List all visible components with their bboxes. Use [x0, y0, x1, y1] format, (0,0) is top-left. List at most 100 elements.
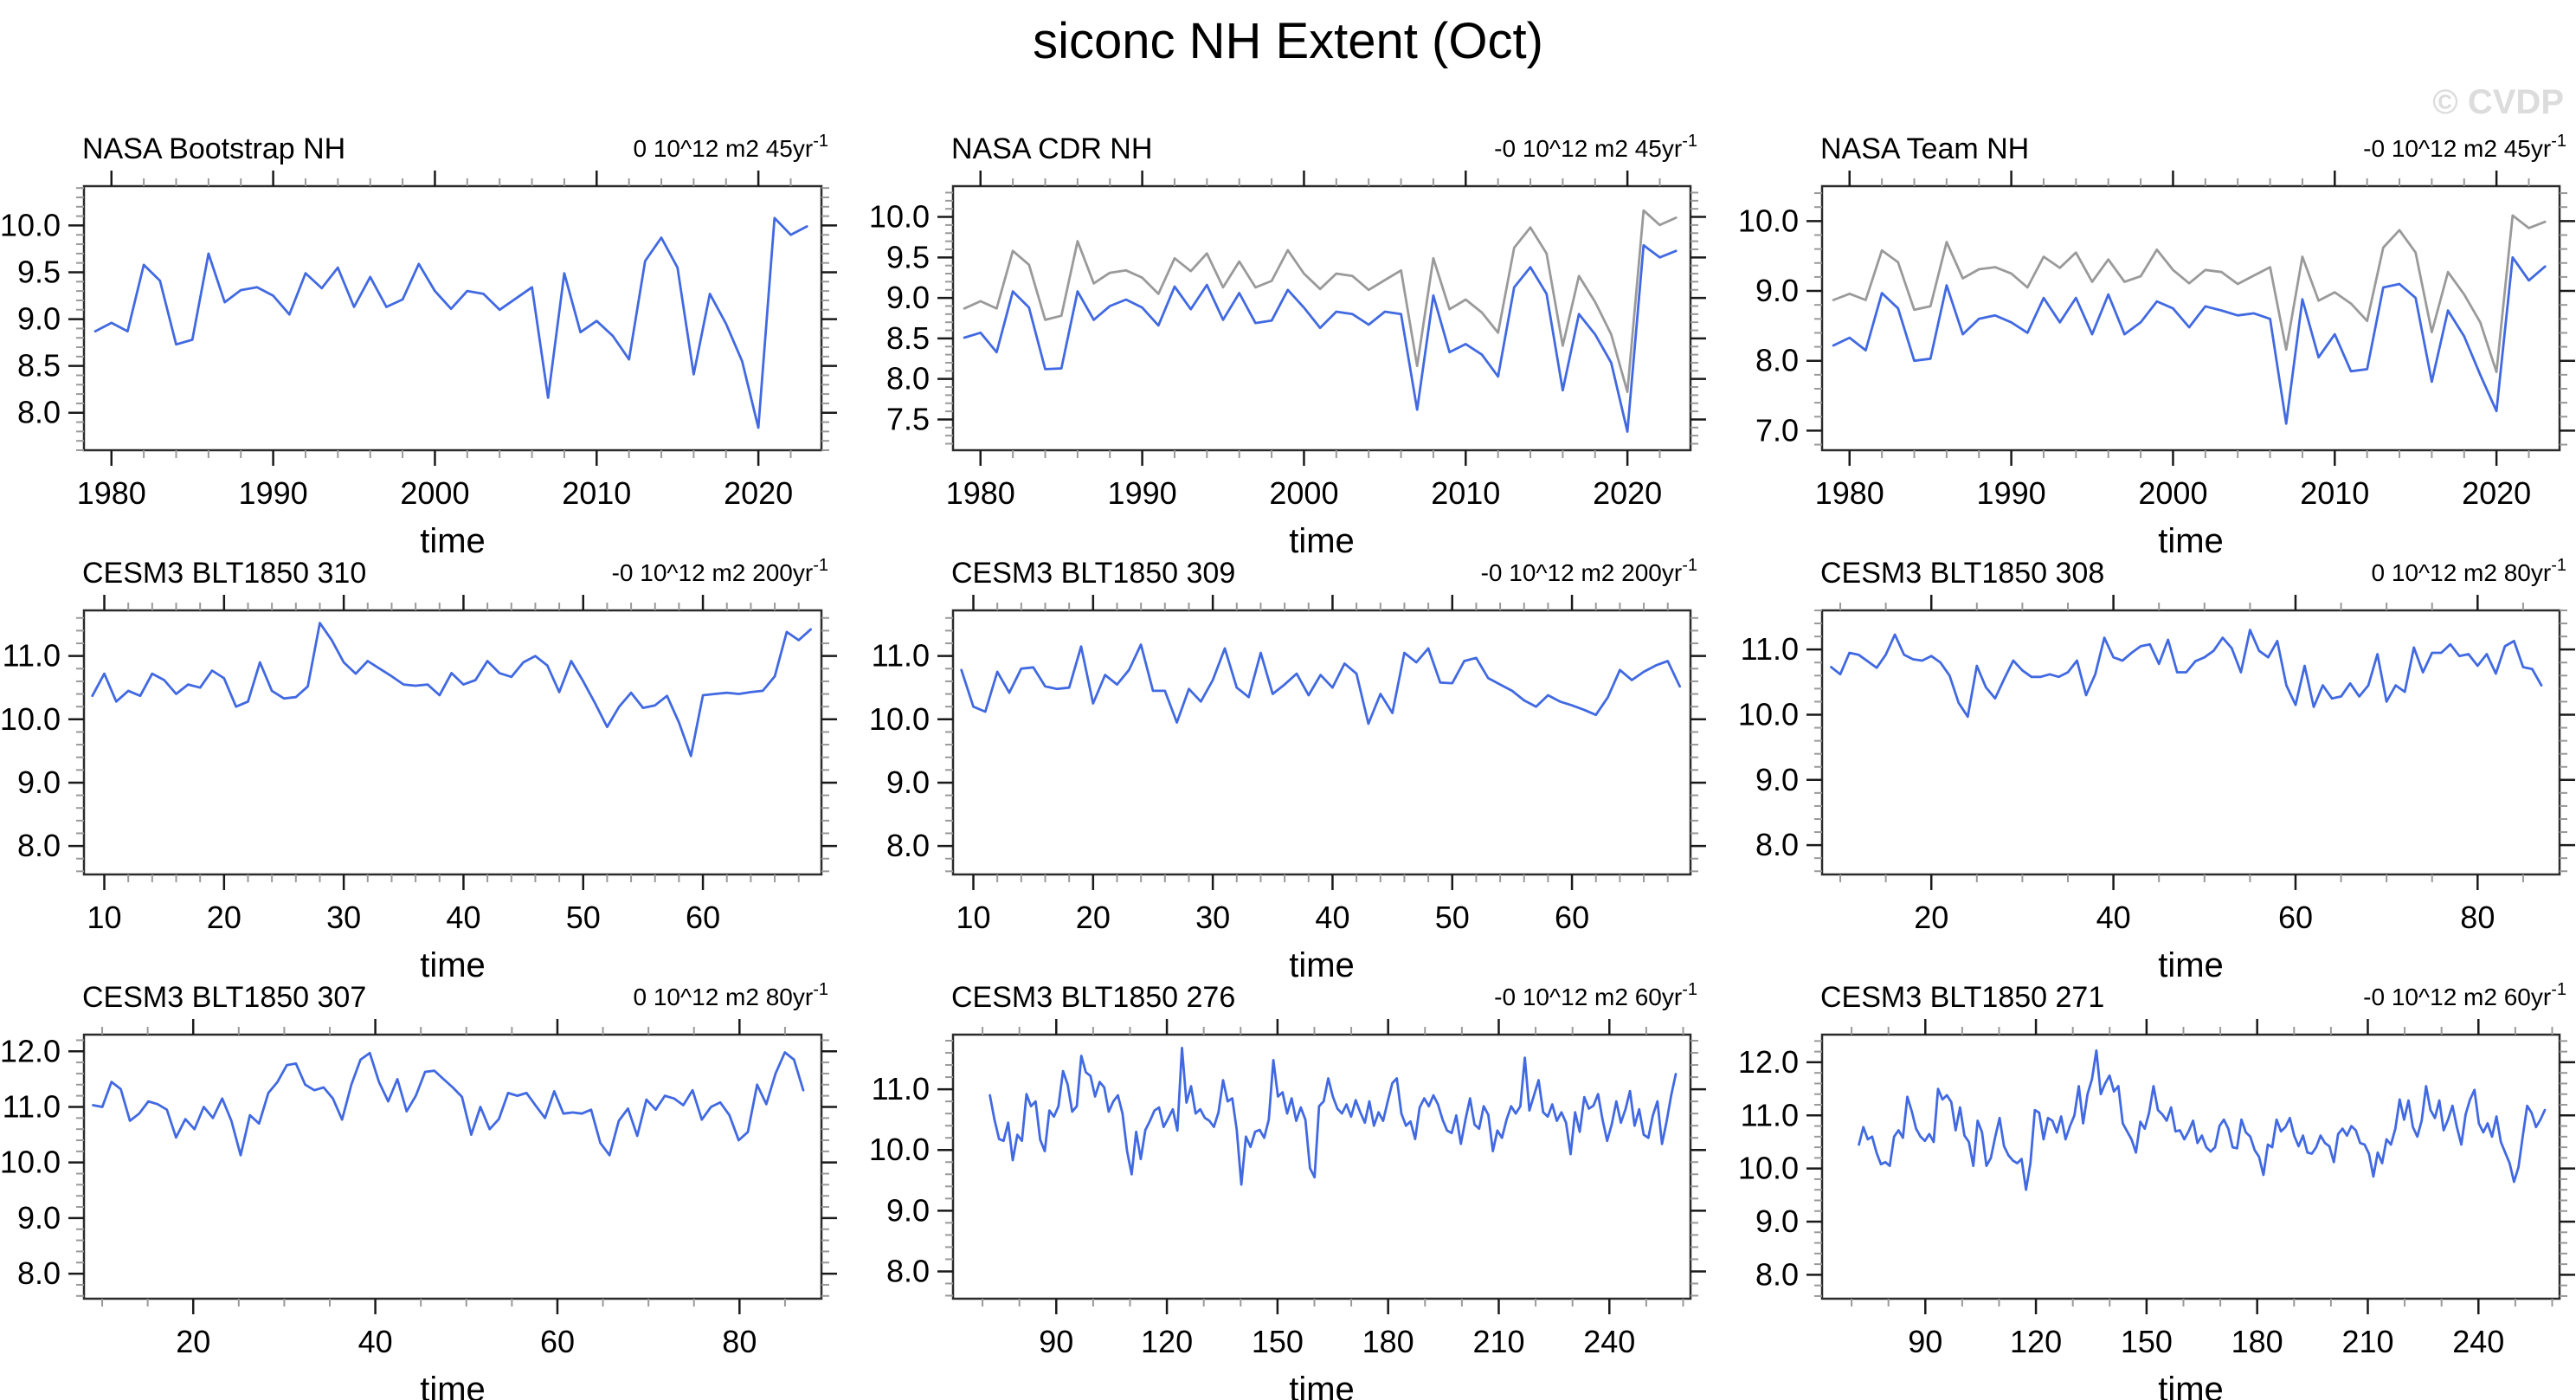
x-tick-label: 10 — [956, 900, 990, 935]
trend-annotation: -0 10^12 m2 200yr-1 — [612, 556, 828, 586]
x-tick-label: 180 — [2231, 1324, 2283, 1359]
trend-annotation: 0 10^12 m2 80yr-1 — [634, 980, 829, 1010]
x-tick-label: 2000 — [400, 475, 469, 511]
x-tick-label: 20 — [207, 900, 242, 935]
trend-annotation: -0 10^12 m2 45yr-1 — [2363, 132, 2566, 162]
x-tick-label: 120 — [1141, 1324, 1193, 1359]
data-line-blue — [989, 1047, 1678, 1186]
trend-annotation: 0 10^12 m2 45yr-1 — [634, 132, 829, 162]
y-tick-label: 9.0 — [17, 1200, 61, 1235]
panel-title: CESM3 BLT1850 307 — [82, 981, 366, 1014]
trend-annotation: 0 10^12 m2 80yr-1 — [2372, 556, 2567, 586]
plot-box — [1820, 1033, 2561, 1300]
x-tick-label: 1990 — [1108, 475, 1177, 511]
x-tick-label: 20 — [176, 1324, 210, 1359]
x-tick-label: 2020 — [724, 475, 793, 511]
x-axis-label: time — [420, 1371, 486, 1400]
x-tick-label: 2020 — [1593, 475, 1662, 511]
plot-box — [1820, 609, 2561, 876]
x-axis-label: time — [1289, 946, 1355, 984]
data-line-gray — [1832, 214, 2547, 374]
y-tick-label: 11.0 — [3, 638, 61, 674]
x-tick-label: 150 — [2121, 1324, 2173, 1359]
plot-box — [951, 609, 1692, 876]
y-tick-label: 9.5 — [886, 239, 930, 274]
x-tick-label: 150 — [1252, 1324, 1304, 1359]
y-tick-label: 8.5 — [17, 348, 61, 384]
y-tick-label: 8.0 — [1755, 343, 1799, 378]
y-tick-label: 9.0 — [17, 301, 61, 337]
data-line-blue — [960, 643, 1681, 726]
panel-title: CESM3 BLT1850 308 — [1820, 557, 2104, 590]
plot-box — [82, 184, 823, 452]
x-tick-label: 40 — [1315, 900, 1349, 935]
x-tick-label: 2000 — [1269, 475, 1338, 511]
x-tick-label: 180 — [1362, 1324, 1414, 1359]
x-tick-label: 60 — [2278, 900, 2313, 935]
y-tick-label: 11.0 — [1741, 631, 1799, 667]
x-tick-label: 2010 — [2300, 475, 2369, 511]
x-tick-label: 240 — [1583, 1324, 1635, 1359]
y-tick-label: 10.0 — [0, 1145, 61, 1180]
x-axis-label: time — [1289, 1371, 1355, 1400]
y-tick-label: 9.5 — [17, 255, 61, 290]
y-tick-label: 10.0 — [869, 701, 930, 737]
x-tick-label: 60 — [686, 900, 720, 935]
y-tick-label: 11.0 — [1741, 1097, 1799, 1132]
x-tick-label: 20 — [1914, 900, 1948, 935]
y-tick-label: 12.0 — [0, 1033, 61, 1068]
trend-annotation: -0 10^12 m2 45yr-1 — [1494, 132, 1697, 162]
x-tick-label: 10 — [87, 900, 121, 935]
x-axis-label: time — [2158, 522, 2224, 560]
x-tick-label: 90 — [1039, 1324, 1073, 1359]
y-tick-label: 11.0 — [872, 1071, 930, 1106]
y-tick-label: 10.0 — [0, 207, 61, 242]
plot-box — [1820, 184, 2561, 452]
y-tick-label: 8.0 — [886, 1253, 930, 1288]
x-tick-label: 30 — [326, 900, 361, 935]
y-tick-label: 8.0 — [17, 395, 61, 430]
panel-title: CESM3 BLT1850 271 — [1820, 981, 2104, 1014]
y-tick-label: 9.0 — [886, 280, 930, 315]
plot-box — [82, 1033, 823, 1300]
y-tick-label: 9.0 — [886, 1192, 930, 1228]
trend-annotation: -0 10^12 m2 60yr-1 — [1494, 980, 1697, 1010]
y-tick-label: 10.0 — [869, 1132, 930, 1167]
y-tick-label: 10.0 — [0, 701, 61, 737]
x-axis-label: time — [1289, 522, 1355, 560]
cvdp-watermark: © CVDP — [2432, 83, 2564, 121]
panel-title: CESM3 BLT1850 309 — [951, 557, 1235, 590]
trend-annotation: -0 10^12 m2 60yr-1 — [2363, 980, 2566, 1010]
x-tick-label: 210 — [1472, 1324, 1524, 1359]
plot-box — [951, 1033, 1692, 1300]
x-tick-label: 80 — [722, 1324, 757, 1359]
x-tick-label: 50 — [566, 900, 601, 935]
y-tick-label: 10.0 — [1738, 203, 1799, 238]
y-tick-label: 10.0 — [1738, 696, 1799, 732]
x-tick-label: 50 — [1435, 900, 1470, 935]
y-tick-label: 7.0 — [1755, 412, 1799, 448]
x-tick-label: 60 — [540, 1324, 575, 1359]
x-tick-label: 2010 — [562, 475, 631, 511]
panel-title: NASA Team NH — [1820, 132, 2029, 165]
plot-box — [82, 609, 823, 876]
x-axis-label: time — [420, 946, 486, 984]
y-tick-label: 8.0 — [886, 828, 930, 863]
y-tick-label: 9.0 — [1755, 1203, 1799, 1239]
data-line-blue — [93, 216, 808, 429]
y-tick-label: 11.0 — [3, 1088, 61, 1124]
data-line-gray — [963, 209, 1678, 394]
x-tick-label: 240 — [2452, 1324, 2504, 1359]
panel-title: NASA Bootstrap NH — [82, 132, 345, 165]
x-axis-label: time — [420, 522, 486, 560]
x-tick-label: 90 — [1908, 1324, 1942, 1359]
x-axis-label: time — [2158, 946, 2224, 984]
y-tick-label: 10.0 — [869, 199, 930, 235]
y-tick-label: 8.5 — [886, 320, 930, 356]
y-tick-label: 8.0 — [886, 361, 930, 397]
x-tick-label: 2010 — [1431, 475, 1500, 511]
x-tick-label: 2000 — [2138, 475, 2207, 511]
x-tick-label: 1980 — [946, 475, 1015, 511]
